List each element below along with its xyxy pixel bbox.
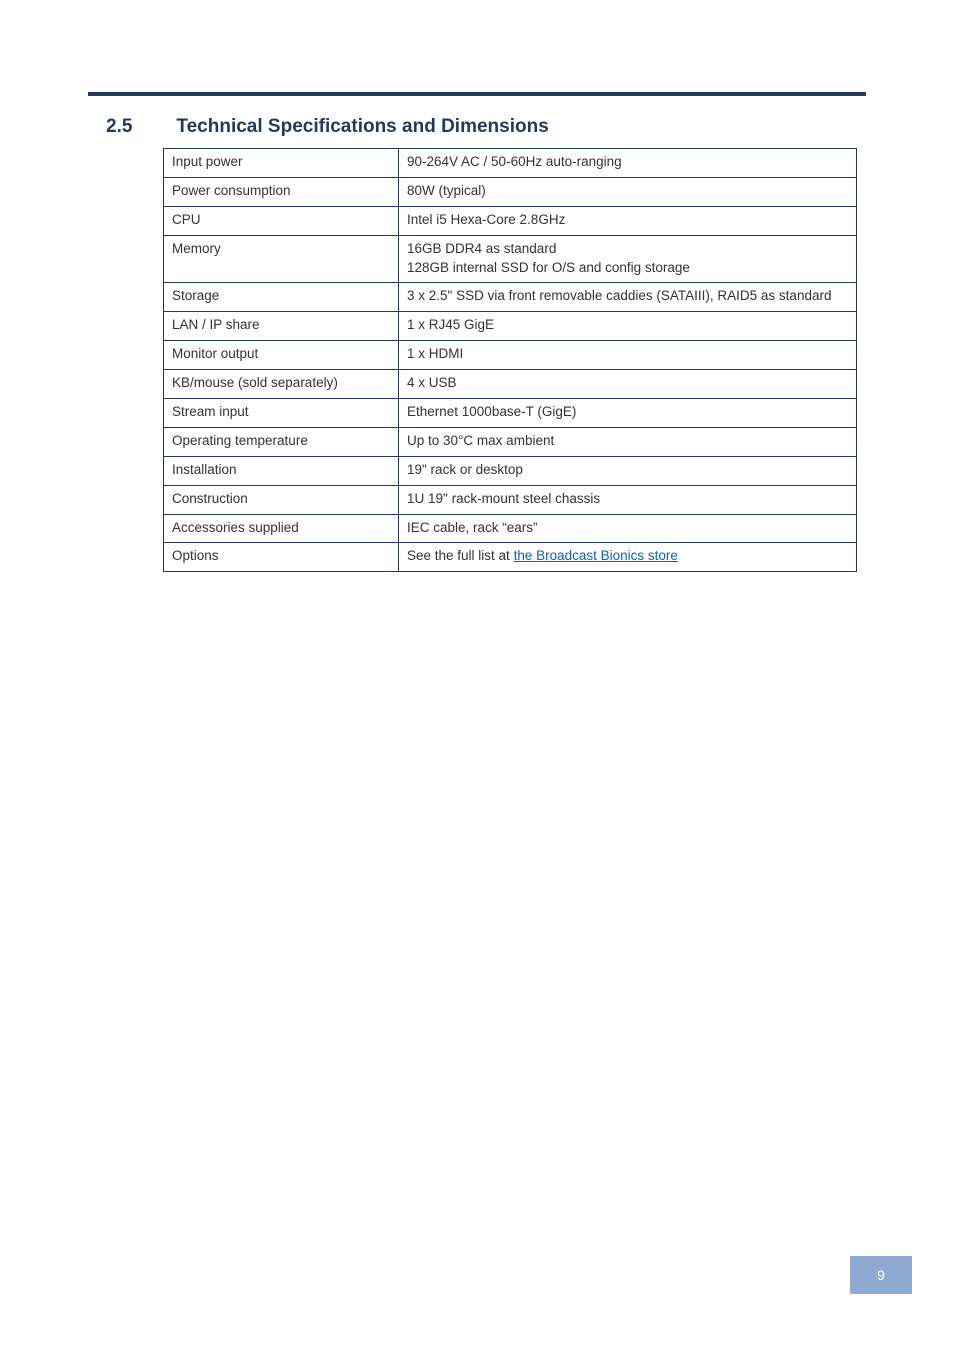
spec-table: Input power 90-264V AC / 50-60Hz auto-ra… [163,148,857,572]
spec-value: 80W (typical) [399,177,857,206]
spec-value-prefix: See the full list at [407,548,514,563]
table-row: Installation 19" rack or desktop [164,456,857,485]
spec-label: Options [164,543,399,572]
table-row: KB/mouse (sold separately) 4 x USB [164,370,857,399]
section-number: 2.5 [106,116,132,138]
spec-value: 1U 19" rack-mount steel chassis [399,485,857,514]
page-number-badge: 9 [850,1256,912,1294]
spec-value: IEC cable, rack “ears” [399,514,857,543]
spec-label: Storage [164,283,399,312]
table-row: Input power 90-264V AC / 50-60Hz auto-ra… [164,149,857,178]
spec-label: CPU [164,206,399,235]
spec-table-wrap: Input power 90-264V AC / 50-60Hz auto-ra… [163,148,856,572]
spec-label: LAN / IP share [164,312,399,341]
spec-value: Ethernet 1000base-T (GigE) [399,399,857,428]
table-row: LAN / IP share 1 x RJ45 GigE [164,312,857,341]
spec-value: 90-264V AC / 50-60Hz auto-ranging [399,149,857,178]
table-row: Accessories supplied IEC cable, rack “ea… [164,514,857,543]
spec-value: 16GB DDR4 as standard 128GB internal SSD… [399,235,857,283]
top-rule [88,92,866,96]
table-row: Construction 1U 19" rack-mount steel cha… [164,485,857,514]
spec-label: Operating temperature [164,427,399,456]
table-row: Stream input Ethernet 1000base-T (GigE) [164,399,857,428]
spec-value: 1 x RJ45 GigE [399,312,857,341]
spec-label: Input power [164,149,399,178]
table-row: CPU Intel i5 Hexa-Core 2.8GHz [164,206,857,235]
spec-label: Installation [164,456,399,485]
table-row: Power consumption 80W (typical) [164,177,857,206]
table-row: Storage 3 x 2.5" SSD via front removable… [164,283,857,312]
section-title: Technical Specifications and Dimensions [176,116,548,138]
spec-label: Monitor output [164,341,399,370]
spec-value: 4 x USB [399,370,857,399]
spec-value: See the full list at the Broadcast Bioni… [399,543,857,572]
spec-value: 3 x 2.5" SSD via front removable caddies… [399,283,857,312]
spec-label: Stream input [164,399,399,428]
spec-label: KB/mouse (sold separately) [164,370,399,399]
spec-label: Power consumption [164,177,399,206]
table-row: Options See the full list at the Broadca… [164,543,857,572]
page: 2.5 Technical Specifications and Dimensi… [0,0,954,1354]
spec-label: Accessories supplied [164,514,399,543]
spec-value: 1 x HDMI [399,341,857,370]
table-row: Monitor output 1 x HDMI [164,341,857,370]
section-heading: 2.5 Technical Specifications and Dimensi… [106,116,866,138]
spec-value: Intel i5 Hexa-Core 2.8GHz [399,206,857,235]
spec-value: 19" rack or desktop [399,456,857,485]
spec-value: Up to 30°C max ambient [399,427,857,456]
table-row: Memory 16GB DDR4 as standard 128GB inter… [164,235,857,283]
spec-label: Memory [164,235,399,283]
table-row: Operating temperature Up to 30°C max amb… [164,427,857,456]
options-store-link[interactable]: the Broadcast Bionics store [514,548,678,563]
spec-label: Construction [164,485,399,514]
